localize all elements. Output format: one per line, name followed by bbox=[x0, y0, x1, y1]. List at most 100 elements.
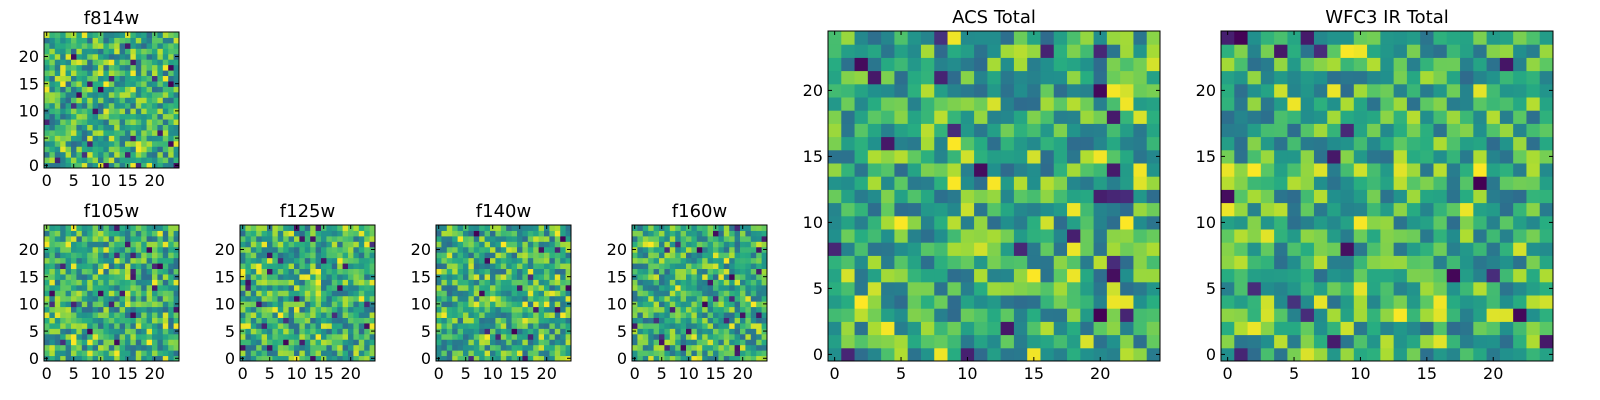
heatmap-cell bbox=[554, 350, 561, 357]
heatmap-cell bbox=[65, 328, 72, 335]
heatmap-cell bbox=[974, 295, 988, 309]
heatmap-cell bbox=[1106, 281, 1121, 296]
heatmap-cell bbox=[544, 339, 550, 346]
heatmap-cell bbox=[240, 312, 246, 318]
heatmap-cell bbox=[446, 350, 453, 357]
heatmap-cell bbox=[1040, 215, 1055, 230]
heatmap-cell bbox=[653, 268, 660, 275]
heatmap-cell bbox=[245, 273, 252, 280]
heatmap-cell bbox=[146, 53, 153, 60]
heatmap-cell bbox=[135, 344, 142, 351]
heatmap-cell bbox=[549, 306, 556, 313]
heatmap-cell bbox=[653, 355, 660, 362]
heatmap-cell bbox=[49, 70, 56, 77]
heatmap-cell bbox=[680, 355, 687, 362]
heatmap-cell bbox=[691, 257, 698, 264]
heatmap-cell bbox=[446, 306, 453, 313]
heatmap-cell bbox=[353, 317, 360, 324]
heatmap-cell bbox=[1340, 229, 1355, 243]
heatmap-cell bbox=[125, 59, 131, 66]
heatmap-cell bbox=[1327, 123, 1342, 138]
heatmap-cell bbox=[1473, 83, 1488, 98]
heatmap-cell bbox=[299, 230, 306, 237]
heatmap-cell bbox=[87, 53, 94, 60]
heatmap-cell bbox=[987, 97, 1002, 111]
heatmap-cell bbox=[686, 252, 692, 259]
heatmap-cell bbox=[1234, 31, 1249, 45]
heatmap-cell bbox=[473, 290, 480, 297]
heatmap-cell bbox=[288, 252, 295, 259]
heatmap-cell bbox=[554, 225, 561, 231]
heatmap-cell bbox=[1446, 31, 1461, 45]
heatmap-cell bbox=[544, 257, 550, 264]
heatmap-cell bbox=[315, 355, 322, 362]
heatmap-cell bbox=[1040, 44, 1055, 58]
heatmap-cell bbox=[691, 263, 698, 270]
heatmap-cell bbox=[76, 295, 83, 302]
heatmap-cell bbox=[463, 246, 469, 253]
heatmap-cell bbox=[369, 333, 376, 340]
heatmap-cell bbox=[294, 284, 300, 291]
heatmap-cell bbox=[277, 306, 284, 313]
heatmap-cell bbox=[446, 355, 453, 362]
heatmap-cell bbox=[1000, 321, 1015, 336]
heatmap-cell bbox=[680, 317, 687, 324]
heatmap-cell bbox=[326, 279, 333, 286]
heatmap-cell bbox=[506, 230, 513, 237]
heatmap-cell bbox=[495, 252, 502, 259]
heatmap-cell bbox=[173, 241, 180, 248]
heatmap-cell bbox=[1013, 83, 1028, 98]
heatmap-cell bbox=[554, 339, 561, 346]
heatmap-cell bbox=[867, 163, 882, 177]
heatmap-cell bbox=[119, 64, 126, 71]
heatmap-cell bbox=[446, 241, 453, 248]
heatmap-cell bbox=[1367, 176, 1381, 190]
heatmap-cell bbox=[500, 235, 507, 242]
heatmap-cell bbox=[76, 48, 83, 55]
heatmap-cell bbox=[560, 322, 567, 329]
heatmap-cell bbox=[1460, 70, 1474, 85]
heatmap-cell bbox=[1513, 83, 1527, 98]
heatmap-cell bbox=[125, 246, 131, 253]
heatmap-cell bbox=[162, 119, 169, 125]
heatmap-cell bbox=[103, 140, 110, 147]
heatmap-cell bbox=[1080, 31, 1095, 45]
heatmap-cell bbox=[675, 306, 682, 313]
heatmap-cell bbox=[44, 75, 50, 82]
heatmap-cell bbox=[533, 339, 540, 346]
heatmap-cell bbox=[463, 339, 469, 346]
heatmap-cell bbox=[664, 339, 671, 346]
heatmap-cell bbox=[152, 268, 158, 275]
heatmap-cell bbox=[92, 295, 99, 302]
heatmap-cell bbox=[250, 225, 257, 231]
heatmap-cell bbox=[987, 229, 1002, 243]
heatmap-cell bbox=[1353, 242, 1368, 256]
x-tick-label: 15 bbox=[118, 171, 138, 190]
heatmap-cell bbox=[734, 322, 741, 329]
heatmap-cell bbox=[1013, 215, 1028, 230]
heatmap-cell bbox=[1433, 44, 1448, 58]
heatmap-cell bbox=[92, 301, 99, 308]
heatmap-cell bbox=[718, 268, 725, 275]
heatmap-cell bbox=[304, 235, 311, 242]
heatmap-cell bbox=[87, 301, 94, 308]
heatmap-cell bbox=[1433, 281, 1448, 296]
heatmap-cell bbox=[511, 252, 518, 259]
heatmap-cell bbox=[326, 241, 333, 248]
heatmap-cell bbox=[1367, 202, 1381, 217]
heatmap-cell bbox=[457, 317, 464, 324]
heatmap-cell bbox=[315, 333, 322, 340]
heatmap-cell bbox=[841, 268, 856, 283]
heatmap-cell bbox=[364, 225, 371, 231]
heatmap-cell bbox=[511, 284, 518, 291]
heatmap-cell bbox=[162, 135, 169, 142]
heatmap-cell bbox=[907, 308, 922, 322]
heatmap-cell bbox=[664, 312, 671, 318]
heatmap-cell bbox=[463, 344, 469, 351]
heatmap-cell bbox=[353, 225, 360, 231]
heatmap-cell bbox=[680, 235, 687, 242]
heatmap-cell bbox=[1473, 229, 1488, 243]
heatmap-cell bbox=[1446, 136, 1461, 151]
heatmap-cell bbox=[549, 268, 556, 275]
heatmap-cell bbox=[261, 317, 268, 324]
